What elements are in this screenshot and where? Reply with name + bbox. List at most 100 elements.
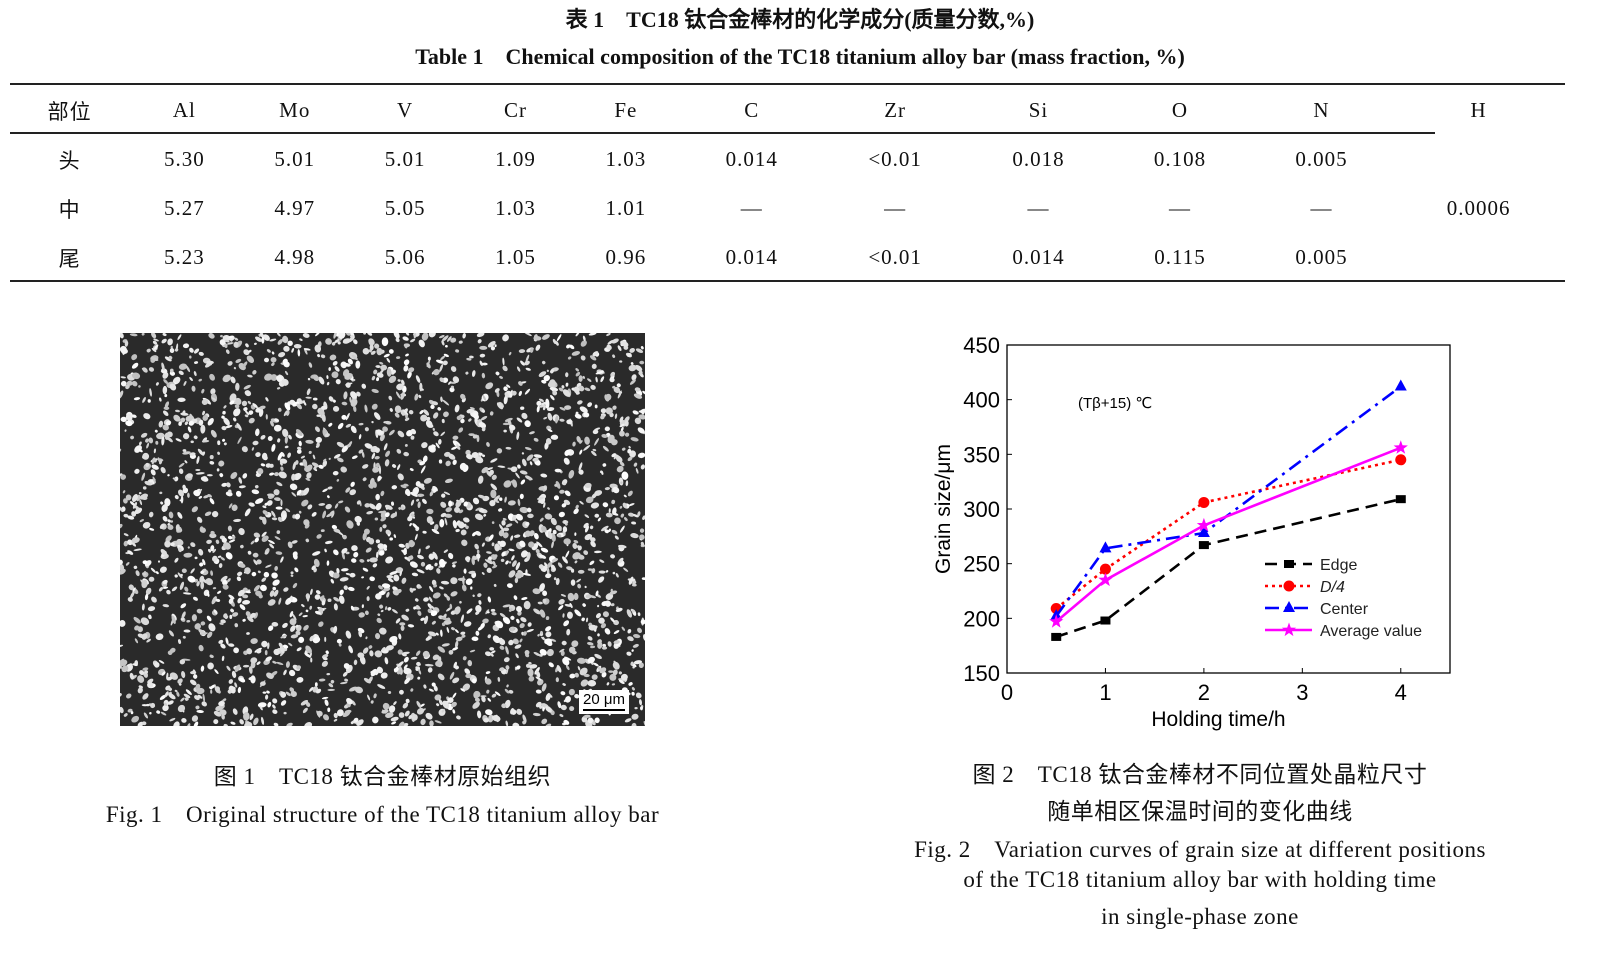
grain-speck bbox=[333, 528, 341, 533]
grain-speck bbox=[393, 574, 400, 582]
grain-speck bbox=[376, 372, 384, 378]
grain-speck bbox=[254, 485, 259, 489]
grain-speck bbox=[490, 458, 498, 463]
grain-speck bbox=[175, 438, 182, 442]
grain-speck bbox=[447, 697, 454, 703]
grain-speck bbox=[438, 699, 443, 706]
grain-speck bbox=[398, 633, 402, 640]
grain-speck bbox=[214, 686, 221, 692]
grain-speck bbox=[375, 539, 381, 544]
grain-speck bbox=[223, 417, 230, 426]
grain-speck bbox=[182, 484, 186, 490]
grain-speck bbox=[226, 665, 231, 671]
grain-speck bbox=[197, 694, 203, 699]
grain-speck bbox=[619, 525, 625, 533]
grain-speck bbox=[278, 407, 282, 412]
grain-speck bbox=[159, 491, 163, 495]
grain-speck bbox=[529, 461, 533, 466]
grain-speck bbox=[578, 462, 583, 471]
grain-speck bbox=[222, 438, 226, 442]
grain-speck bbox=[184, 697, 189, 701]
grain-speck bbox=[516, 366, 521, 372]
grain-speck bbox=[426, 508, 434, 515]
grain-speck bbox=[539, 554, 547, 559]
grain-speck bbox=[591, 450, 597, 457]
grain-speck bbox=[376, 429, 383, 435]
grain-speck bbox=[538, 564, 544, 569]
grain-speck bbox=[637, 427, 645, 434]
grain-speck bbox=[263, 571, 270, 578]
grain-speck bbox=[403, 409, 409, 415]
grain-speck bbox=[515, 472, 520, 479]
grain-speck bbox=[420, 414, 428, 422]
grain-speck bbox=[331, 371, 339, 379]
grain-speck bbox=[584, 387, 591, 392]
grain-speck bbox=[600, 415, 605, 420]
grain-speck bbox=[479, 360, 483, 366]
grain-speck bbox=[123, 540, 129, 547]
grain-speck bbox=[562, 657, 570, 666]
grain-speck bbox=[492, 635, 501, 644]
grain-speck bbox=[266, 349, 271, 353]
grain-speck bbox=[462, 656, 467, 661]
grain-speck bbox=[370, 350, 376, 355]
grain-speck bbox=[584, 585, 587, 589]
grain-speck bbox=[468, 570, 476, 574]
grain-speck bbox=[487, 596, 492, 603]
grain-speck bbox=[504, 496, 507, 503]
grain-speck bbox=[325, 338, 332, 345]
grain-speck bbox=[481, 466, 489, 474]
grain-speck bbox=[587, 568, 593, 571]
grain-speck bbox=[388, 375, 397, 383]
grain-speck bbox=[376, 617, 382, 624]
grain-speck bbox=[425, 712, 433, 720]
grain-speck bbox=[465, 673, 472, 679]
grain-speck bbox=[233, 417, 237, 422]
grain-speck bbox=[302, 459, 308, 468]
grain-speck bbox=[515, 513, 523, 521]
grain-speck bbox=[308, 450, 312, 454]
grain-speck bbox=[448, 649, 454, 655]
grain-speck bbox=[395, 618, 401, 624]
grain-speck bbox=[326, 381, 330, 386]
grain-speck bbox=[380, 516, 387, 522]
grain-speck bbox=[454, 640, 459, 649]
grain-speck bbox=[347, 586, 355, 592]
grain-speck bbox=[579, 500, 584, 505]
grain-speck bbox=[213, 719, 219, 725]
grain-speck bbox=[362, 567, 369, 572]
grain-speck bbox=[633, 634, 641, 639]
grain-speck bbox=[422, 455, 428, 463]
grain-speck bbox=[627, 448, 632, 454]
grain-speck bbox=[521, 452, 525, 455]
column-header: O bbox=[1171, 98, 1189, 122]
grain-speck bbox=[280, 499, 283, 507]
grain-speck bbox=[182, 592, 192, 595]
grain-speck bbox=[643, 720, 645, 726]
grain-speck bbox=[448, 381, 452, 385]
grain-speck bbox=[278, 471, 287, 479]
grain-speck bbox=[371, 452, 376, 460]
grain-speck bbox=[410, 499, 415, 506]
x-axis-label: Holding time/h bbox=[1151, 708, 1285, 731]
grain-speck bbox=[477, 339, 482, 344]
grain-speck bbox=[444, 513, 453, 518]
grain-speck bbox=[463, 501, 468, 507]
grain-speck bbox=[238, 528, 245, 536]
grain-speck bbox=[511, 514, 517, 521]
grain-speck bbox=[641, 577, 645, 581]
grain-speck bbox=[183, 693, 191, 699]
grain-speck bbox=[545, 398, 550, 406]
grain-speck bbox=[498, 529, 505, 537]
grain-speck bbox=[519, 638, 523, 643]
grain-speck bbox=[374, 456, 380, 460]
grain-speck bbox=[501, 551, 506, 557]
table-caption-cn: 表 1 TC18 钛合金棒材的化学成分(质量分数,%) bbox=[565, 7, 1035, 32]
grain-speck bbox=[564, 603, 573, 607]
grain-speck bbox=[432, 427, 435, 431]
grain-speck bbox=[376, 347, 383, 356]
grain-speck bbox=[460, 631, 466, 635]
grain-speck bbox=[270, 420, 274, 427]
grain-speck bbox=[374, 447, 380, 453]
grain-speck bbox=[238, 485, 246, 489]
